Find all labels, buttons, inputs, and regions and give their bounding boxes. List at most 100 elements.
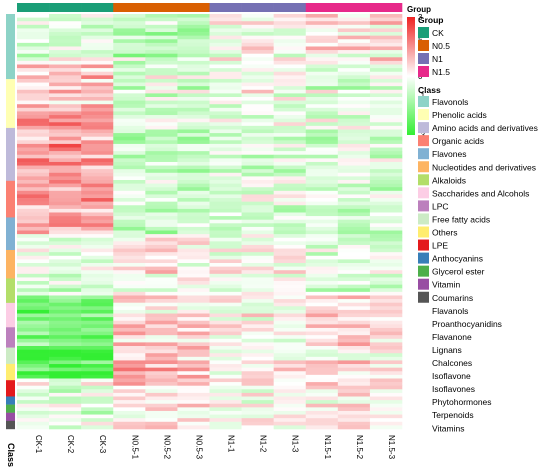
heatmap-cell [177, 46, 210, 51]
heatmap-cell [209, 46, 242, 51]
heatmap-cell [81, 39, 114, 44]
heatmap-cell [337, 338, 371, 343]
heatmap-cell [305, 320, 339, 325]
class-legend-swatch [418, 278, 429, 290]
heatmap-cell [209, 183, 242, 188]
heatmap-cell [81, 208, 114, 213]
heatmap-cell [177, 107, 210, 112]
heatmap-cell [209, 86, 242, 91]
heatmap-cell [209, 244, 242, 249]
heatmap-cell [17, 194, 50, 199]
heatmap-cell [81, 35, 114, 40]
heatmap-cell [145, 331, 178, 336]
heatmap-cell [145, 78, 178, 83]
heatmap-cell [113, 281, 146, 285]
heatmap-cell [49, 266, 82, 271]
heatmap-cell [209, 176, 242, 181]
heatmap-cell [49, 248, 82, 253]
heatmap-cell [369, 115, 403, 119]
heatmap-cell [177, 169, 210, 174]
heatmap-cell [177, 183, 210, 188]
heatmap-cell [145, 190, 178, 195]
sample-label: N0.5-2 [162, 435, 171, 460]
heatmap-cell [113, 53, 146, 58]
heatmap-cell [209, 169, 242, 174]
heatmap-cell [305, 107, 339, 112]
heatmap-cell [369, 273, 403, 278]
heatmap-cell [337, 400, 371, 405]
heatmap-cell [305, 78, 339, 83]
heatmap-cell [209, 382, 242, 386]
heatmap-cell [337, 64, 371, 69]
heatmap-cell [113, 71, 146, 76]
heatmap-cell [49, 46, 82, 51]
heatmap-cell [17, 78, 50, 83]
heatmap-cell [209, 57, 242, 62]
heatmap-cell [81, 17, 114, 22]
heatmap-cell [145, 143, 178, 148]
heatmap-cell [145, 338, 178, 343]
heatmap-cell [113, 299, 146, 303]
group-track-cell [113, 3, 146, 12]
heatmap-cell [113, 82, 146, 87]
heatmap-cell [241, 389, 274, 394]
heatmap-cell [113, 118, 146, 123]
heatmap-cell [113, 230, 146, 235]
heatmap-cell [369, 107, 403, 112]
heatmap-cell [81, 259, 114, 264]
heatmap-cell [209, 371, 242, 376]
heatmap-cell [49, 385, 82, 390]
heatmap-cell [209, 165, 242, 170]
sample-label: N0.5-1 [130, 435, 139, 460]
heatmap-cell [369, 21, 403, 26]
heatmap-cell [81, 309, 114, 314]
heatmap-cell [49, 421, 82, 426]
heatmap-cell [81, 248, 114, 253]
heatmap-cell [49, 371, 82, 376]
heatmap-cell [49, 24, 82, 29]
class-legend-swatch [418, 148, 429, 160]
heatmap-cell [209, 255, 242, 260]
heatmap-cell [145, 86, 178, 91]
heatmap-cell [337, 410, 371, 415]
group-legend-swatch [418, 40, 429, 51]
heatmap-cell [337, 403, 371, 408]
heatmap-cell [337, 266, 371, 271]
heatmap-cell [369, 176, 403, 181]
heatmap-cell [305, 187, 339, 192]
heatmap-cell [369, 421, 403, 426]
heatmap-cell [337, 107, 371, 112]
heatmap-cell [49, 71, 82, 76]
heatmap-cell [369, 198, 403, 202]
heatmap-cell [145, 53, 178, 58]
heatmap-cell [49, 396, 82, 401]
heatmap-cell [241, 82, 274, 87]
heatmap-cell [337, 306, 371, 311]
heatmap-cell [241, 194, 274, 199]
heatmap-cell [305, 176, 339, 181]
class-annotation-track [6, 14, 15, 430]
heatmap-cell [81, 205, 114, 210]
heatmap-cell [273, 129, 307, 134]
group-track-cell [145, 3, 178, 12]
heatmap-cell [113, 291, 146, 296]
heatmap-cell [49, 331, 82, 336]
heatmap-cell [49, 154, 82, 159]
heatmap-cell [177, 425, 210, 430]
heatmap-cell [113, 46, 146, 51]
heatmap-cell [273, 407, 307, 412]
heatmap-cell [241, 107, 274, 112]
heatmap-cell [209, 21, 242, 26]
heatmap-cell [241, 349, 274, 354]
heatmap-cell [337, 263, 371, 267]
heatmap-cell [209, 389, 242, 394]
heatmap-cell [305, 172, 339, 177]
heatmap-cell [209, 180, 242, 184]
class-legend-label: Free fatty acids [432, 214, 490, 224]
heatmap-cell [241, 140, 274, 145]
heatmap-cell [369, 364, 403, 368]
heatmap-cell [337, 237, 371, 242]
heatmap-cell [369, 180, 403, 184]
heatmap-cell [113, 335, 146, 340]
